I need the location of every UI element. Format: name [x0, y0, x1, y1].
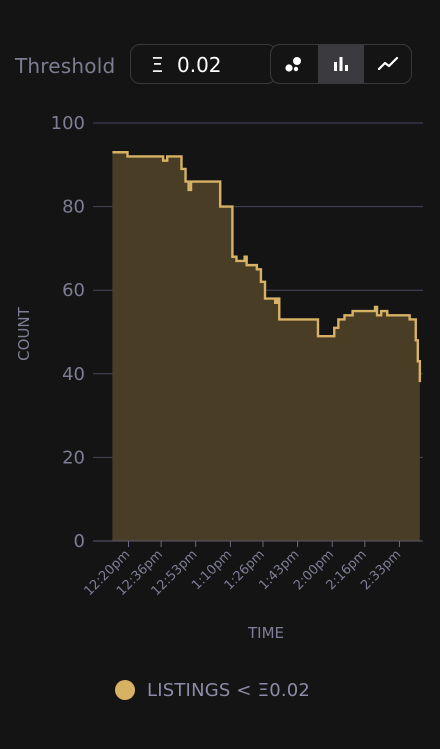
eth-currency-symbol: Ξ	[151, 53, 164, 77]
y-tick-label: 60	[62, 280, 85, 301]
chart-view-toggle	[270, 44, 412, 84]
bar-chart-icon	[334, 57, 348, 71]
y-axis-title: COUNT	[15, 306, 33, 360]
legend-label: LISTINGS < Ξ0.02	[147, 679, 311, 701]
y-tick-label: 80	[62, 197, 85, 218]
scatter-icon	[285, 57, 302, 72]
series-area	[112, 152, 420, 541]
line-chart-icon	[377, 56, 398, 71]
listings-chart: 02040608010012:20pm12:36pm12:53pm1:10pm1…	[15, 113, 423, 642]
scatter-view-button[interactable]	[271, 45, 318, 83]
x-axis-title: TIME	[247, 624, 284, 642]
y-tick-label: 20	[62, 447, 85, 468]
legend-swatch	[115, 680, 135, 700]
chart-toolbar: Threshold Ξ 0.02	[0, 44, 440, 88]
bar-view-button[interactable]	[317, 45, 365, 83]
y-tick-label: 0	[74, 531, 85, 552]
line-view-button[interactable]	[364, 45, 411, 83]
threshold-label: Threshold	[15, 54, 116, 78]
threshold-input[interactable]: Ξ 0.02	[130, 44, 277, 84]
threshold-value: 0.02	[177, 53, 222, 77]
y-tick-label: 40	[62, 364, 85, 385]
series-line	[112, 151, 422, 383]
chart-legend: LISTINGS < Ξ0.02	[115, 678, 310, 702]
y-tick-label: 100	[51, 113, 85, 134]
